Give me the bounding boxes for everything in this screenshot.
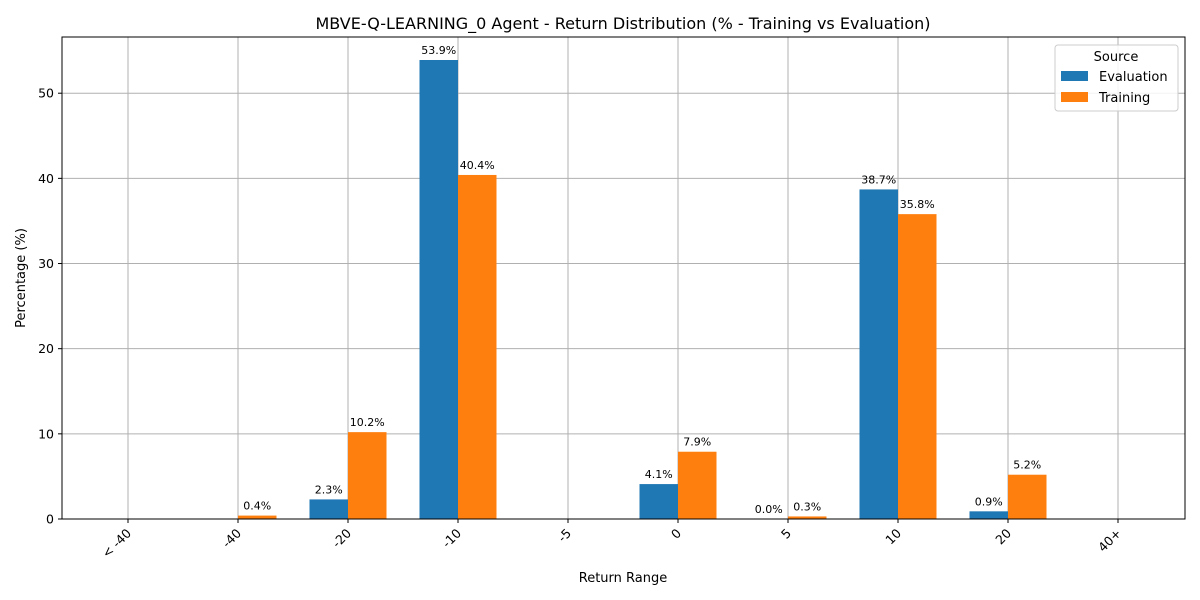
bar-evaluation bbox=[859, 189, 898, 519]
y-tick-label: 50 bbox=[38, 86, 54, 101]
bar-evaluation bbox=[639, 484, 678, 519]
legend: Source Evaluation Training bbox=[1054, 44, 1179, 112]
grid bbox=[62, 37, 1185, 520]
bar-label-training: 35.8% bbox=[900, 198, 935, 211]
legend-swatch-training bbox=[1061, 92, 1088, 102]
x-axis: < -40 -40 -20 -10 -5 0 5 10 20 40+ bbox=[99, 519, 1124, 561]
x-tick-label: < -40 bbox=[99, 525, 134, 560]
bar-training bbox=[788, 516, 827, 519]
bar-training bbox=[238, 515, 277, 519]
legend-label-evaluation: Evaluation bbox=[1099, 70, 1168, 85]
legend-label-training: Training bbox=[1098, 91, 1150, 106]
bar-evaluation bbox=[969, 511, 1008, 519]
bar-label-training: 5.2% bbox=[1013, 459, 1041, 472]
bar-label-training: 0.3% bbox=[793, 500, 821, 513]
bar-label-training: 10.2% bbox=[350, 416, 385, 429]
x-tick-label: 0 bbox=[668, 525, 684, 541]
x-axis-title: Return Range bbox=[579, 571, 667, 586]
y-tick-label: 0 bbox=[46, 512, 54, 527]
x-tick-label: 20 bbox=[992, 525, 1014, 547]
legend-swatch-evaluation bbox=[1061, 71, 1088, 81]
x-tick-label: 10 bbox=[882, 525, 904, 547]
x-tick-label: -20 bbox=[329, 525, 354, 550]
x-tick-label: -5 bbox=[555, 526, 574, 545]
bar-labels: 2.3% 53.9% 4.1% 0.0% 38.7% 0.9% 0.4% 10.2% 40.4%… bbox=[243, 44, 1041, 516]
bar-training bbox=[678, 451, 717, 519]
y-tick-label: 10 bbox=[38, 426, 54, 441]
chart-title: MBVE-Q-LEARNING_0 Agent - Return Distrib… bbox=[316, 14, 931, 34]
x-tick-label: -10 bbox=[439, 525, 464, 550]
bar-evaluation bbox=[309, 499, 348, 519]
x-tick-label: 40+ bbox=[1095, 526, 1124, 555]
bar-label-evaluation: 4.1% bbox=[645, 468, 673, 481]
bar-label-training: 40.4% bbox=[460, 159, 495, 172]
bar-evaluation bbox=[419, 59, 458, 520]
y-tick-label: 40 bbox=[38, 171, 54, 186]
plot-frame bbox=[61, 36, 1186, 520]
bar-label-training: 7.9% bbox=[683, 436, 711, 449]
bar-training bbox=[458, 174, 497, 520]
x-tick-label: -40 bbox=[219, 525, 244, 550]
x-tick-label: 5 bbox=[778, 526, 794, 542]
bar-label-evaluation: 0.0% bbox=[755, 503, 783, 516]
bar-training bbox=[348, 432, 387, 519]
bar-label-evaluation: 38.7% bbox=[861, 173, 896, 186]
y-tick-label: 30 bbox=[38, 256, 54, 271]
bars bbox=[238, 59, 1047, 520]
y-axis-title: Percentage (%) bbox=[14, 228, 29, 328]
bar-training bbox=[898, 214, 937, 519]
y-axis: 0 10 20 30 40 50 bbox=[38, 86, 62, 527]
bar-label-evaluation: 53.9% bbox=[421, 44, 456, 57]
bar-label-training: 0.4% bbox=[243, 500, 271, 513]
bar-label-evaluation: 2.3% bbox=[315, 483, 343, 496]
legend-title: Source bbox=[1094, 50, 1139, 65]
y-tick-label: 20 bbox=[38, 341, 54, 356]
bar-training bbox=[1008, 474, 1047, 519]
bar-label-evaluation: 0.9% bbox=[975, 495, 1003, 508]
